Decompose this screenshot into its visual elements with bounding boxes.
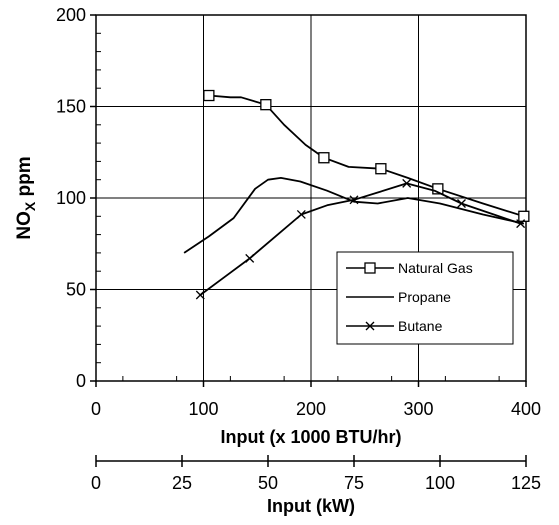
- series-butane: [195, 178, 526, 300]
- legend-item-natural-gas: Natural Gas: [346, 260, 473, 276]
- secondary-tick-label: 100: [425, 473, 455, 493]
- x-marker: [365, 321, 375, 331]
- x-marker-stroke: [349, 195, 359, 205]
- x-marker: [457, 199, 466, 208]
- y-tick-label: 150: [56, 97, 86, 117]
- legend-label: Butane: [398, 318, 443, 334]
- secondary-tick-label: 25: [172, 473, 192, 493]
- x-marker: [516, 219, 526, 229]
- legend-item-propane: Propane: [346, 289, 451, 305]
- x-tick-label: 300: [403, 399, 433, 419]
- x-marker: [402, 178, 412, 188]
- x-marker-stroke: [402, 178, 412, 188]
- x-marker: [349, 195, 359, 205]
- x-tick-label: 0: [91, 399, 101, 419]
- x-marker: [245, 253, 255, 263]
- y-axis-title-main: NO: [14, 211, 35, 240]
- y-tick-label: 100: [56, 188, 86, 208]
- series-propane: [183, 176, 525, 254]
- y-tick-label: 0: [76, 371, 86, 391]
- y-tick-label: 50: [66, 280, 86, 300]
- legend-label: Natural Gas: [398, 260, 473, 276]
- square-marker: [375, 163, 387, 175]
- y-axis-title: NOX ppm: [14, 156, 38, 239]
- square-marker: [318, 152, 330, 164]
- series-natural-gas: [203, 89, 530, 222]
- x-marker-stroke: [245, 253, 255, 263]
- x-marker-stroke: [195, 290, 205, 300]
- square-marker: [260, 99, 272, 111]
- x-axis-title: Input (x 1000 BTU/hr): [220, 427, 401, 447]
- y-axis-title-sub: X: [22, 201, 38, 211]
- square-marker: [203, 89, 215, 102]
- square-marker: [364, 262, 376, 274]
- y-axis-title-rest: ppm: [14, 156, 35, 201]
- x-marker: [296, 210, 306, 219]
- x-marker-stroke: [516, 219, 526, 229]
- secondary-tick-label: 125: [511, 473, 541, 493]
- series-layer: [183, 89, 530, 300]
- x-marker-stroke: [365, 321, 375, 331]
- legend-label: Propane: [398, 289, 451, 305]
- secondary-tick-label: 0: [91, 473, 101, 493]
- x-marker-stroke: [296, 210, 306, 219]
- ticks: 0 100 200 300 400 0 50 100 150 200: [56, 5, 541, 419]
- y-tick-label: 200: [56, 5, 86, 25]
- secondary-axis-title: Input (kW): [267, 496, 355, 516]
- svg-text:NOX ppm: NOX ppm: [14, 156, 38, 239]
- grid: [96, 15, 526, 381]
- legend-item-butane: Butane: [346, 318, 443, 334]
- series-line-propane: [183, 176, 525, 254]
- legend: Natural Gas Propane Butane: [336, 251, 514, 345]
- secondary-tick-label: 75: [344, 473, 364, 493]
- x-tick-label: 200: [296, 399, 326, 419]
- secondary-axis: 0 25 50 75 100 125: [91, 455, 541, 493]
- x-marker: [195, 290, 205, 300]
- x-tick-label: 100: [188, 399, 218, 419]
- x-tick-label: 400: [511, 399, 541, 419]
- x-marker-stroke: [457, 199, 466, 208]
- secondary-tick-label: 50: [258, 473, 278, 493]
- square-marker: [432, 183, 444, 195]
